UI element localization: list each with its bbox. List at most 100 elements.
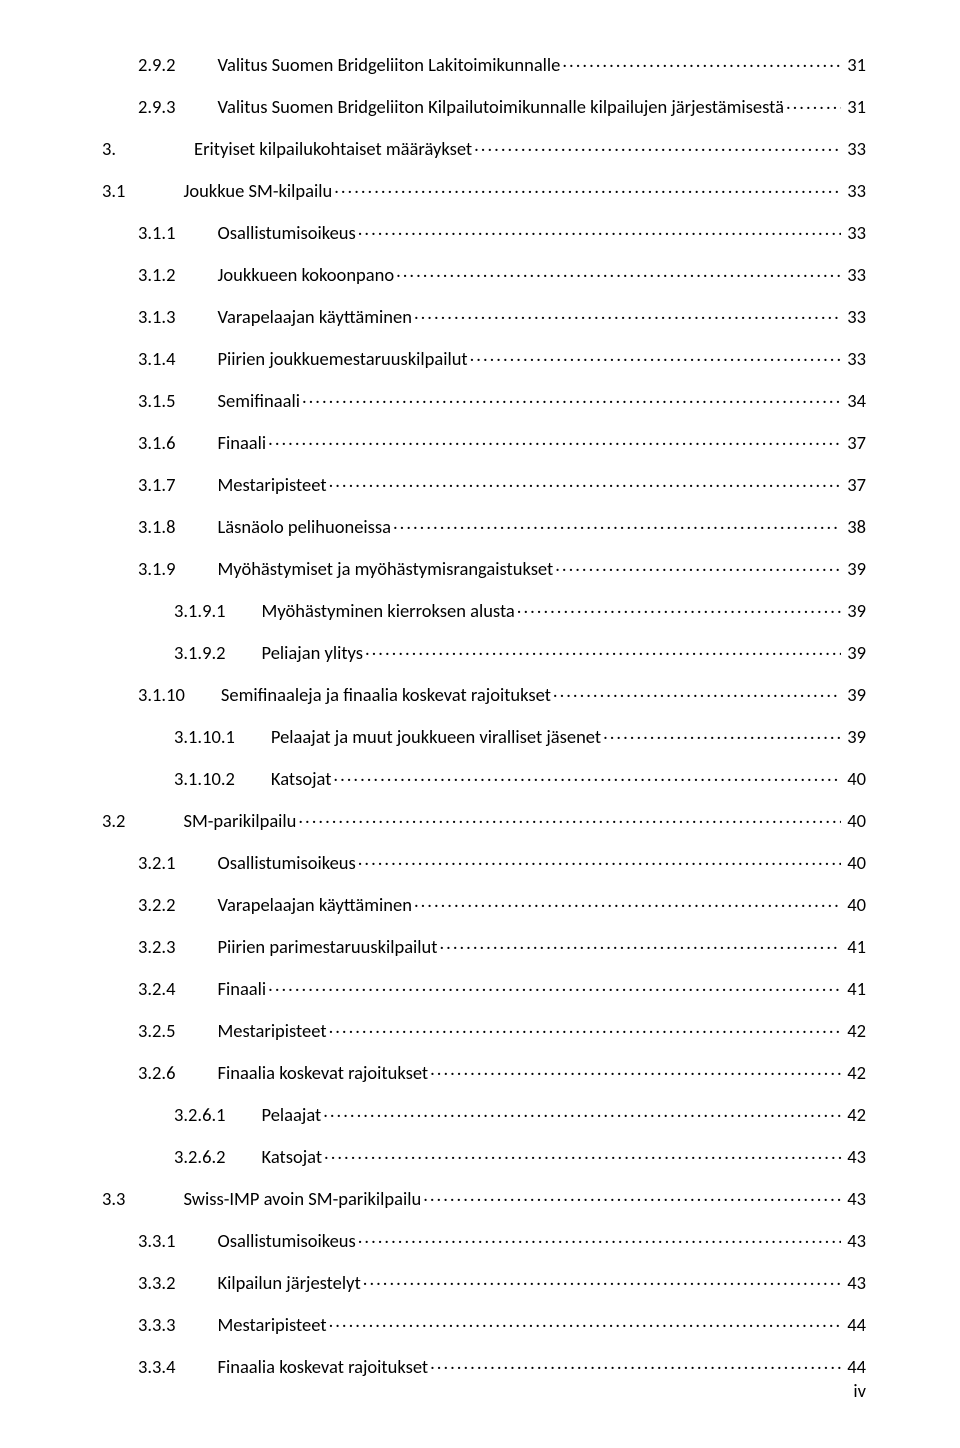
toc-number: 3.3.3 [138,1316,175,1335]
toc-leader-dots [393,514,841,533]
toc-title: Osallistumisoikeus [217,1232,355,1251]
toc-number: 3.1.5 [138,392,175,411]
toc-row: 3.1.2Joukkueen kokoonpano33 [102,262,866,284]
toc-row: 3.1.6Finaali37 [102,430,866,452]
toc-leader-dots [358,220,841,239]
toc-number: 3.1.9.2 [174,644,226,663]
toc-title: Finaali [217,980,266,999]
toc-row: 3.1.7Mestaripisteet37 [102,472,866,494]
toc-number: 3.1.3 [138,308,175,327]
toc-page: 44 [843,1316,866,1335]
toc-row: 2.9.2Valitus Suomen Bridgeliiton Lakitoi… [102,52,866,74]
toc-page: 39 [843,686,866,705]
toc-number: 3.2.2 [138,896,175,915]
toc-leader-dots [414,892,841,911]
toc-title: Kilpailun järjestelyt [217,1274,360,1293]
toc-page: 33 [843,224,866,243]
toc-page: 33 [843,182,866,201]
toc-page: 34 [843,392,866,411]
toc-row: 3.1.10.1 Pelaajat ja muut joukkueen viral… [102,724,866,746]
toc-leader-dots [396,262,841,281]
toc-number: 3.2.6 [138,1064,175,1083]
toc-row: 3.1.10Semifinaaleja ja finaalia koskevat… [102,682,866,704]
toc-row: 3.1.9.2Peliajan ylitys39 [102,640,866,662]
toc-number: 3.3.4 [138,1358,175,1377]
toc-title: Swiss-IMP avoin SM-parikilpailu [183,1190,421,1209]
toc-row: 3.2.2Varapelaajan käyttäminen40 [102,892,866,914]
toc-row: 3.2.6.2Katsojat43 [102,1144,866,1166]
toc-page: 43 [843,1274,866,1293]
toc-title: Varapelaajan käyttäminen [217,896,411,915]
toc-row: 3.2.5Mestaripisteet42 [102,1018,866,1040]
toc-leader-dots [517,598,841,617]
toc-page: 33 [843,140,866,159]
toc-page: 39 [843,560,866,579]
toc-leader-dots [553,682,841,701]
toc-page: 38 [843,518,866,537]
toc-leader-dots [562,52,841,71]
toc-title: Erityiset kilpailukohtaiset määräykset [194,140,472,159]
toc-number: 3.1.7 [138,476,175,495]
toc-number: 3.3.1 [138,1232,175,1251]
toc-row: 3.3.3Mestaripisteet44 [102,1312,866,1334]
toc-leader-dots [470,346,842,365]
toc-row: 3.2.1 Osallistumisoikeus 40 [102,850,866,872]
toc-leader-dots [334,178,841,197]
toc-title: Pelaajat [262,1106,322,1125]
toc-row: 3.1.8Läsnäolo pelihuoneissa38 [102,514,866,536]
toc-leader-dots [603,724,841,743]
toc-title: Pelaajat ja muut joukkueen viralliset jä… [271,728,601,747]
toc-page: 33 [843,308,866,327]
toc-page: 31 [843,56,866,75]
toc-title: Piirien parimestaruuskilpailut [217,938,437,957]
toc-title: Joukkueen kokoonpano [217,266,394,285]
toc-title: Semifinaali [217,392,299,411]
toc-title: Mestaripisteet [217,1022,326,1041]
toc-row: 3.1.3Varapelaajan käyttäminen33 [102,304,866,326]
toc-number: 3.1.1 [138,224,175,243]
toc-container: 2.9.2Valitus Suomen Bridgeliiton Lakitoi… [102,52,866,1376]
toc-title: Katsojat [262,1148,323,1167]
toc-number: 3.2.3 [138,938,175,957]
toc-page: 42 [843,1064,866,1083]
toc-row: 3.3.2 Kilpailun järjestelyt 43 [102,1270,866,1292]
toc-leader-dots [333,766,841,785]
toc-number: 3. [102,140,116,159]
toc-page: 42 [843,1022,866,1041]
toc-leader-dots [329,472,842,491]
toc-title: Peliajan ylitys [262,644,363,663]
toc-title: Osallistumisoikeus [217,854,355,873]
toc-number: 3.1.10 [138,686,185,705]
toc-title: Osallistumisoikeus [217,224,355,243]
toc-row: 3.3.1Osallistumisoikeus43 [102,1228,866,1250]
toc-number: 3.2.1 [138,854,175,873]
toc-number: 3.2.4 [138,980,175,999]
toc-page: 37 [843,476,866,495]
toc-page: 41 [843,980,866,999]
toc-leader-dots [414,304,841,323]
toc-title: Finaali [217,434,266,453]
toc-number: 3.1.10.1 [174,728,235,747]
toc-number: 2.9.3 [138,98,175,117]
toc-row: 3.3.4Finaalia koskevat rajoitukset44 [102,1354,866,1376]
toc-leader-dots [474,136,841,155]
toc-row: 3.3Swiss-IMP avoin SM-parikilpailu43 [102,1186,866,1208]
toc-title: Valitus Suomen Bridgeliiton Lakitoimikun… [217,56,560,75]
toc-title: Piirien joukkuemestaruuskilpailut [217,350,467,369]
toc-leader-dots [363,1270,841,1289]
toc-row: 3.2.6.1Pelaajat42 [102,1102,866,1124]
toc-title: Katsojat [271,770,332,789]
toc-leader-dots [302,388,841,407]
toc-row: 3.1.5 Semifinaali 34 [102,388,866,410]
toc-leader-dots [329,1312,842,1331]
toc-row: 3.1.4Piirien joukkuemestaruuskilpailut33 [102,346,866,368]
toc-leader-dots [329,1018,842,1037]
toc-row: 3.1Joukkue SM-kilpailu33 [102,178,866,200]
toc-page: 40 [843,854,866,873]
toc-number: 3.1.4 [138,350,175,369]
toc-row: 3.2SM-parikilpailu40 [102,808,866,830]
toc-leader-dots [786,94,841,113]
toc-number: 3.3.2 [138,1274,175,1293]
toc-number: 3.2.6.1 [174,1106,226,1125]
toc-number: 3.3 [102,1190,125,1209]
